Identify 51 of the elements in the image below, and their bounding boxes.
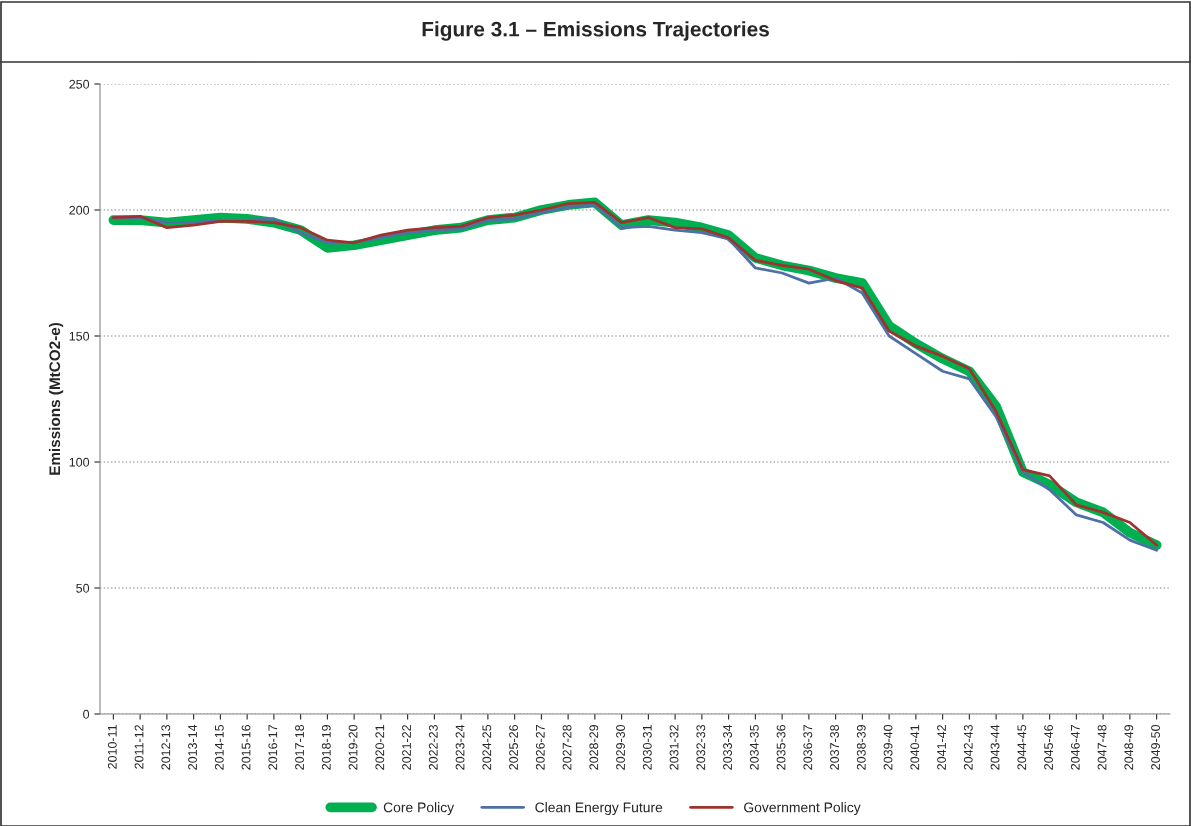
x-tick-label: 2034-35 (749, 724, 759, 770)
x-tick-label: 2018-19 (321, 725, 331, 770)
x-tick-label: 2022-23 (428, 724, 438, 770)
chart-title: Figure 3.1 – Emissions Trajectories (422, 21, 769, 41)
x-tick-label: 2016-17 (268, 725, 278, 770)
x-tick-label: 2036-37 (803, 725, 813, 770)
x-tick-label: 2010-11 (107, 725, 117, 769)
x-tick-label: 2043-44 (990, 724, 1000, 770)
x-tick-label: 2021-22 (402, 725, 411, 770)
x-tick-label: 2031-32 (669, 725, 679, 770)
legend-label: Core Policy (383, 802, 455, 816)
x-tick-label: 2041-42 (937, 725, 946, 770)
x-tick-label: 2019-20 (348, 724, 358, 770)
y-tick-label: 0 (83, 709, 90, 719)
x-tick-label: 2029-30 (616, 724, 625, 770)
x-tick-label: 2044-45 (1017, 724, 1027, 770)
x-tick-label: 2020-21 (375, 725, 385, 770)
y-tick-label: 250 (69, 79, 90, 89)
x-tick-label: 2038-39 (856, 725, 866, 770)
x-tick-label: 2030-31 (642, 725, 652, 770)
y-axis-title: Emissions (MtCO2-e) (48, 322, 64, 475)
x-tick-label: 2015-16 (241, 724, 251, 770)
y-tick-label: 50 (76, 583, 90, 593)
x-tick-label: 2040-41 (910, 725, 920, 770)
x-tick-label: 2046-47 (1070, 725, 1080, 770)
y-tick-label: 100 (69, 457, 90, 467)
x-tick-label: 2012-13 (161, 724, 171, 770)
x-tick-label: 2023-24 (455, 724, 465, 770)
legend-label: Government Policy (744, 802, 861, 816)
y-tick-label: 150 (69, 331, 90, 341)
y-tick-label: 200 (69, 205, 90, 215)
x-tick-label: 2014-15 (214, 724, 224, 770)
x-tick-label: 2025-26 (509, 724, 518, 770)
x-tick-label: 2039-40 (883, 724, 893, 770)
x-tick-label: 2013-14 (188, 724, 197, 770)
x-tick-label: 2032-33 (696, 724, 706, 770)
x-tick-label: 2037-38 (830, 724, 839, 770)
x-tick-label: 2026-27 (535, 725, 545, 770)
x-tick-label: 2035-36 (776, 724, 786, 770)
x-tick-label: 2017-18 (295, 724, 304, 770)
x-tick-label: 2045-46 (1044, 724, 1053, 770)
x-tick-label: 2049-50 (1151, 724, 1160, 770)
x-tick-label: 2028-29 (589, 725, 599, 770)
x-tick-label: 2042-43 (963, 724, 973, 770)
x-tick-label: 2047-48 (1097, 724, 1107, 770)
x-tick-label: 2033-34 (723, 724, 732, 770)
legend-label: Clean Energy Future (535, 802, 663, 816)
x-tick-label: 2027-28 (562, 724, 572, 770)
x-tick-label: 2048-49 (1124, 725, 1134, 770)
x-tick-label: 2024-25 (482, 724, 492, 770)
x-tick-label: 2011-12 (134, 725, 144, 769)
